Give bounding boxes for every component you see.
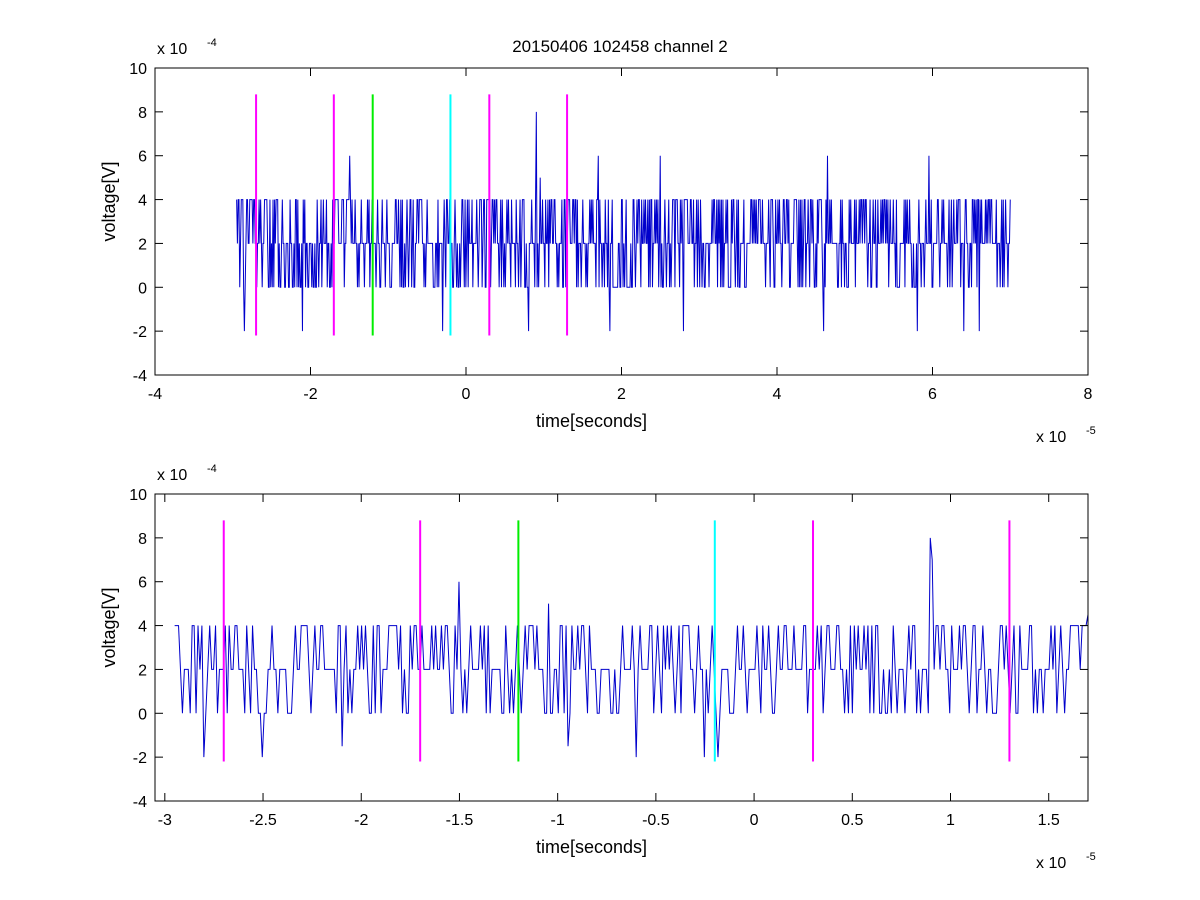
y-exponent-power: -4 [207, 463, 217, 475]
x-tick-label: -3 [158, 812, 172, 829]
bottom-subplot: -3 -2.5 -2 -1.5 -1 -0.5 0 0.5 1 1.5 -4 -2 0 2 4 6 8 10 tim… [99, 463, 1096, 872]
y-tick-label: 2 [138, 236, 147, 253]
y-tick-label: 0 [138, 706, 147, 723]
x-tick-label: -0.5 [642, 812, 670, 829]
x-tick-label: 8 [1084, 386, 1093, 403]
y-tick-label: 10 [129, 61, 147, 78]
y-tick-label: 0 [138, 280, 147, 297]
x-tick-label: 2 [617, 386, 626, 403]
y-tick-label: -4 [133, 794, 147, 811]
y-axis-label: voltage[V] [99, 587, 119, 667]
y-tick-label: 2 [138, 662, 147, 679]
y-tick-label: -2 [133, 324, 147, 341]
x-tick-label: -1 [551, 812, 565, 829]
x-exponent-label: x 10 [1036, 855, 1066, 872]
x-tick-label: -2 [303, 386, 317, 403]
signal-trace [174, 537, 1088, 758]
y-axis-label: voltage[V] [99, 161, 119, 241]
y-tick-label: 6 [138, 575, 147, 592]
y-tick-label: -4 [133, 368, 147, 385]
y-tick-label: -2 [133, 750, 147, 767]
figure-title: 20150406 102458 channel 2 [512, 37, 728, 56]
y-tick-label: 8 [138, 105, 147, 122]
x-tick-label: -2.5 [249, 812, 277, 829]
top-subplot: -4 -2 0 2 4 6 8 -4 -2 0 2 4 6 8 10 time[seconds] voltage… [99, 37, 1096, 446]
y-tick-label: 4 [138, 619, 147, 636]
x-axis-label: time[seconds] [536, 837, 647, 857]
axes-box [154, 493, 1089, 802]
x-tick-label: 1 [946, 812, 955, 829]
y-exponent-power: -4 [207, 37, 217, 49]
y-exponent-label: x 10 [157, 467, 187, 484]
y-tick-label: 8 [138, 531, 147, 548]
x-tick-label: -1.5 [446, 812, 474, 829]
x-exponent-label: x 10 [1036, 429, 1066, 446]
y-tick-label: 6 [138, 149, 147, 166]
x-tick-label: 1.5 [1038, 812, 1060, 829]
x-tick-label: 0 [750, 812, 759, 829]
x-exponent-power: -5 [1086, 425, 1096, 437]
signal-trace [236, 111, 1011, 332]
y-tick-label: 4 [138, 193, 147, 210]
y-tick-label: 10 [129, 487, 147, 504]
x-exponent-power: -5 [1086, 851, 1096, 863]
x-tick-label: -4 [148, 386, 162, 403]
y-exponent-label: x 10 [157, 41, 187, 58]
x-tick-label: 0.5 [841, 812, 863, 829]
x-tick-label: 6 [928, 386, 937, 403]
x-tick-label: -2 [354, 812, 368, 829]
x-axis-label: time[seconds] [536, 411, 647, 431]
x-tick-label: 4 [773, 386, 782, 403]
x-tick-label: 0 [462, 386, 471, 403]
